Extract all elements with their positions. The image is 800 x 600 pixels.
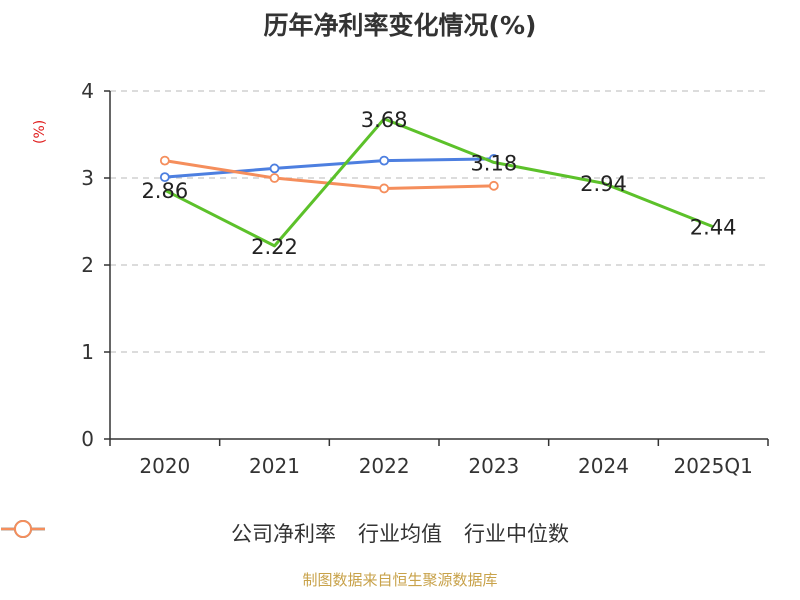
- y-tick-label: 2: [81, 253, 94, 277]
- series-point: [159, 172, 170, 183]
- x-tick-label: 2022: [359, 454, 410, 478]
- series-point: [379, 155, 390, 166]
- legend-marker: [14, 520, 32, 538]
- data-label: 2.86: [141, 179, 188, 203]
- x-tick-label: 2024: [578, 454, 629, 478]
- data-label: 2.22: [251, 235, 298, 259]
- data-label: 3.18: [470, 151, 517, 175]
- y-tick-label: 3: [81, 166, 94, 190]
- x-tick-label: 2021: [249, 454, 300, 478]
- chart-title: 历年净利率变化情况(%): [263, 11, 537, 40]
- data-source-footer: 制图数据来自恒生聚源数据库: [302, 571, 498, 589]
- legend-symbol-icon: [1, 520, 45, 538]
- series-point: [159, 155, 170, 166]
- data-label: 3.68: [361, 108, 408, 132]
- data-label: 2.94: [580, 172, 627, 196]
- y-tick-label: 4: [81, 79, 94, 103]
- series-point: [488, 180, 499, 191]
- legend-label: 公司净利率: [231, 522, 336, 546]
- legend-item[interactable]: 公司净利率: [1, 518, 336, 548]
- legend-item[interactable]: 行业中位数: [1, 518, 569, 548]
- x-tick-label: 2025Q1: [673, 454, 752, 478]
- series-line: [164, 117, 714, 248]
- series-point: [269, 163, 280, 174]
- legend-item[interactable]: 行业均值: [1, 518, 442, 548]
- y-tick-label: 0: [81, 427, 94, 451]
- series-point: [269, 173, 280, 183]
- data-label: 2.44: [690, 216, 737, 240]
- series-line: [164, 157, 494, 179]
- legend-label: 行业均值: [358, 522, 442, 546]
- chart-legend: 公司净利率 行业均值 行业中位数: [0, 518, 800, 548]
- y-tick-label: 1: [81, 340, 94, 364]
- series-point: [379, 183, 390, 194]
- x-tick-label: 2020: [139, 454, 190, 478]
- legend-label: 行业中位数: [464, 522, 569, 546]
- x-tick-label: 2023: [468, 454, 519, 478]
